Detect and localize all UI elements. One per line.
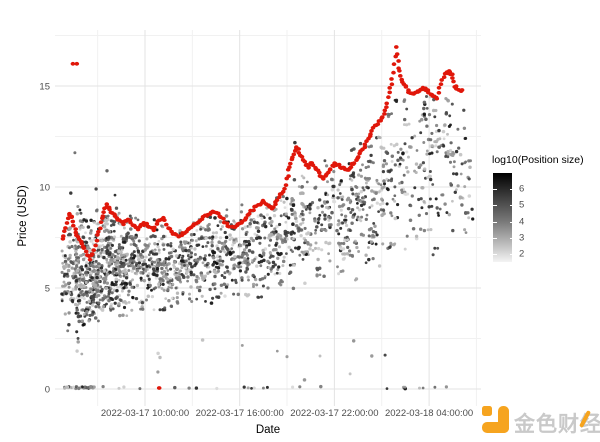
y-axis-tick-labels: 0 5 10 15 [39,82,50,396]
svg-text:5: 5 [45,284,50,295]
legend-value-label: 3 [519,232,525,244]
legend-tick-mark [509,221,513,223]
svg-text:2022-03-17 10:00:00: 2022-03-17 10:00:00 [101,408,189,419]
logo-hbar-shape [482,422,509,433]
legend-tick-mark [493,189,497,191]
legend-tick-mark [493,221,497,223]
watermark-jinse-finance: 金色财经 [480,401,600,439]
svg-text:15: 15 [39,82,50,93]
svg-text:2022-03-18 04:00:00: 2022-03-18 04:00:00 [385,408,473,419]
legend-tick-mark [509,205,513,207]
legend-gradient-bar [493,173,512,262]
legend-tick-mark [493,205,497,207]
logo-vbar-shape [498,406,509,433]
legend-tick-mark [493,237,497,239]
logo-dot-shape [482,406,492,416]
legend-title: log10(Position size) [492,154,584,166]
red-price-path-points [60,45,465,390]
legend-value-label: 5 [519,199,525,211]
legend-tick-mark [509,253,513,255]
legend-value-label: 4 [519,216,525,227]
y-axis-title: Price (USD) [17,185,29,247]
watermark-text: 金色财经 [514,413,600,436]
svg-text:0: 0 [45,385,50,396]
gridlines-major [55,30,481,406]
legend-value-label: 2 [519,248,525,260]
svg-text:2022-03-17 16:00:00: 2022-03-17 16:00:00 [196,408,284,419]
svg-text:10: 10 [39,183,50,194]
x-axis-tick-labels: 2022-03-17 10:00:00 2022-03-17 16:00:00 20… [101,408,473,419]
legend-tick-mark [509,189,513,191]
jinse-logo-icon [482,405,512,435]
legend-tick-mark [493,253,497,255]
svg-text:2022-03-17 22:00:00: 2022-03-17 22:00:00 [290,408,378,419]
legend-tick-mark [509,237,513,239]
legend-gradient-wrap: 6 5 4 3 2 [492,171,598,267]
x-axis-title: Date [255,424,281,436]
legend-log10-position-size: log10(Position size) 6 5 4 3 2 [492,154,598,267]
legend-value-label: 6 [519,183,525,195]
scatter-cloud-points [60,95,475,391]
